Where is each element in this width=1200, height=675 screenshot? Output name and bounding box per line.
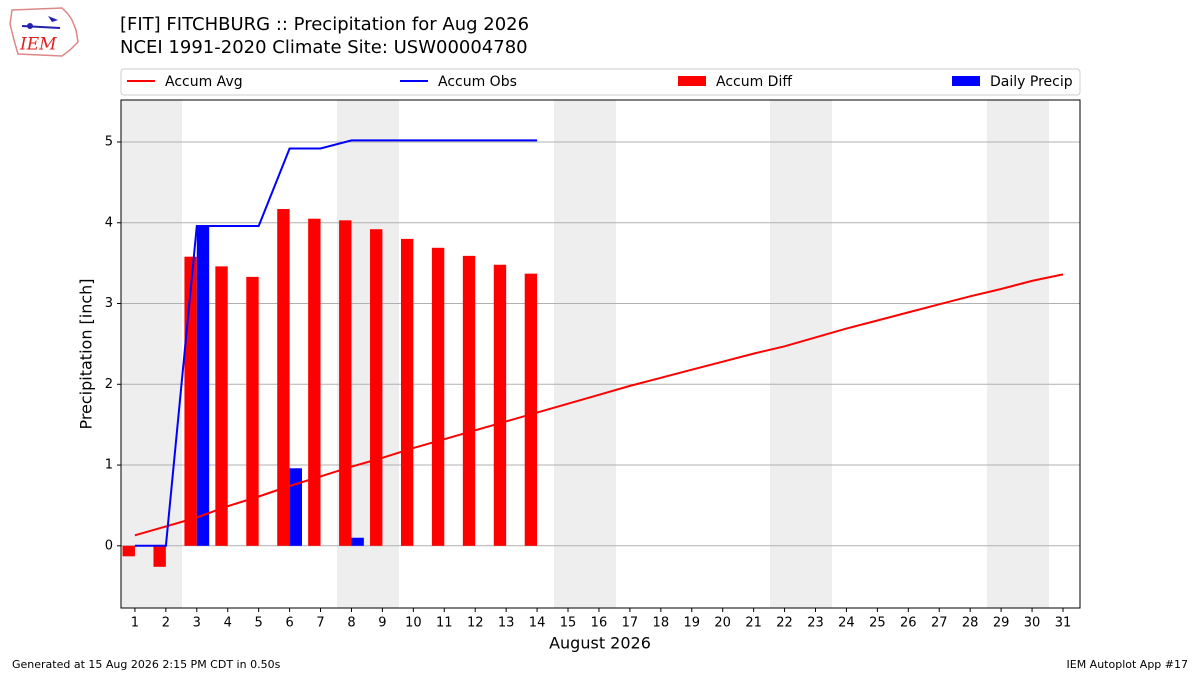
x-tick-label: 22 — [776, 616, 793, 631]
x-tick-label: 3 — [193, 616, 201, 631]
x-tick-label: 29 — [993, 616, 1010, 631]
logo: IEM — [9, 7, 79, 57]
x-tick-label: 24 — [838, 616, 855, 631]
x-tick-label: 10 — [405, 616, 422, 631]
bar — [351, 537, 364, 546]
logo-dot — [27, 23, 33, 29]
legend-label: Daily Precip — [990, 74, 1073, 90]
x-tick-label: 13 — [498, 616, 515, 631]
bar — [400, 238, 414, 546]
footer-right: IEM Autoplot App #17 — [1067, 658, 1189, 671]
x-tick-label: 18 — [653, 616, 670, 631]
line — [134, 139, 538, 547]
bar — [215, 266, 228, 546]
x-tick-label: 1 — [131, 616, 139, 631]
bar — [339, 220, 352, 546]
x-tick-label: 11 — [436, 616, 453, 631]
x-tick-label: 25 — [869, 616, 886, 631]
legend-label: Accum Avg — [165, 74, 243, 90]
bar — [122, 545, 135, 557]
x-tick-label: 27 — [931, 616, 948, 631]
legend-box — [120, 68, 1081, 96]
x-tick-label: 7 — [316, 616, 324, 631]
bar — [277, 209, 290, 546]
x-tick-label: 17 — [622, 616, 639, 631]
y-tick-label: 2 — [105, 377, 113, 392]
chart-title: [FIT] FITCHBURG :: Precipitation for Aug… — [120, 14, 529, 35]
x-tick-label: 4 — [224, 616, 232, 631]
x-tick-label: 26 — [900, 616, 917, 631]
legend-swatch — [678, 76, 706, 86]
weekend-band — [770, 100, 832, 608]
x-axis-label: August 2026 — [549, 634, 651, 653]
logo-outline — [9, 7, 79, 57]
bar — [493, 264, 507, 546]
bar — [431, 247, 445, 546]
bar — [370, 229, 383, 546]
footer-left: Generated at 15 Aug 2026 2:15 PM CDT in … — [12, 658, 281, 671]
weekend-band — [554, 100, 616, 608]
x-tick-label: 2 — [162, 616, 170, 631]
x-tick-label: 16 — [591, 616, 608, 631]
bar — [308, 218, 321, 546]
x-tick-label: 23 — [807, 616, 824, 631]
y-axis-label: Precipitation [inch] — [77, 278, 96, 429]
bar — [289, 468, 302, 546]
x-tick-label: 28 — [962, 616, 979, 631]
x-tick-label: 30 — [1024, 616, 1041, 631]
legend-label: Accum Diff — [716, 74, 792, 90]
x-tick-label: 6 — [285, 616, 293, 631]
weekend-band — [121, 100, 182, 608]
logo-text: IEM — [19, 35, 57, 55]
x-tick-label: 31 — [1055, 616, 1072, 631]
x-tick-label: 9 — [378, 616, 386, 631]
weekend-band — [987, 100, 1049, 608]
x-tick-label: 12 — [467, 616, 484, 631]
x-tick-label: 15 — [560, 616, 577, 631]
x-tick-label: 14 — [529, 616, 546, 631]
y-tick-label: 1 — [105, 458, 113, 473]
legend-swatch — [952, 76, 980, 86]
x-tick-label: 5 — [255, 616, 263, 631]
y-tick-label: 0 — [105, 538, 113, 553]
y-tick-label: 3 — [105, 296, 113, 311]
x-tick-label: 20 — [714, 616, 731, 631]
bar — [462, 255, 476, 546]
y-tick-label: 4 — [105, 215, 113, 230]
y-tick-label: 5 — [105, 134, 113, 149]
x-tick-label: 21 — [745, 616, 762, 631]
legend-label: Accum Obs — [438, 74, 517, 90]
bar — [524, 273, 538, 546]
bar — [246, 276, 259, 546]
x-tick-label: 8 — [347, 616, 355, 631]
chart-subtitle: NCEI 1991-2020 Climate Site: USW00004780 — [120, 37, 528, 58]
plot-frame — [120, 99, 1081, 609]
line — [134, 273, 1064, 537]
logo-mark — [48, 16, 58, 22]
x-tick-label: 19 — [683, 616, 700, 631]
weekend-shading — [121, 100, 1049, 608]
bar — [196, 225, 210, 546]
bar — [153, 545, 166, 567]
